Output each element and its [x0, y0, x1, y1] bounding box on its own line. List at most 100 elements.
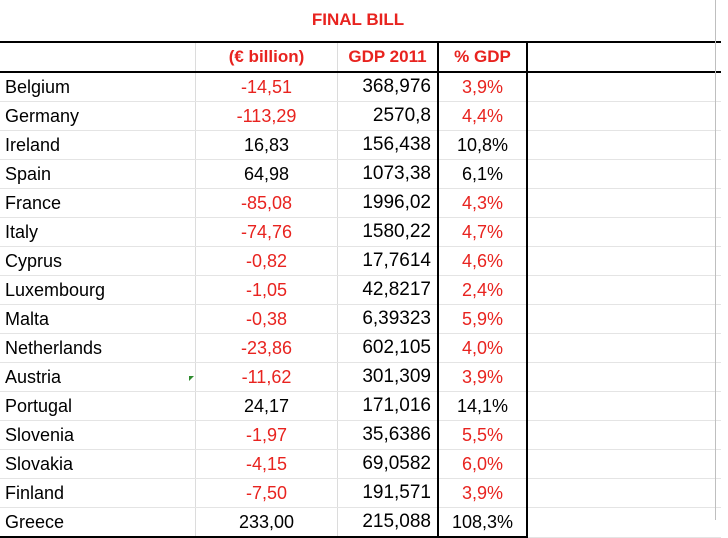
- country-cell[interactable]: Germany: [0, 101, 196, 131]
- bill-cell[interactable]: 16,83: [195, 130, 338, 160]
- bill-cell[interactable]: -23,86: [195, 333, 338, 363]
- table-row: Ireland 16,83 156,438 10,8%: [0, 130, 721, 160]
- empty-cell[interactable]: [527, 72, 721, 102]
- country-cell[interactable]: Luxembourg: [0, 275, 196, 305]
- country-cell[interactable]: Austria: [0, 362, 196, 392]
- header-bill[interactable]: (€ billion): [195, 41, 338, 73]
- bill-cell[interactable]: -113,29: [195, 101, 338, 131]
- header-row: (€ billion) GDP 2011 % GDP: [0, 41, 721, 73]
- table-row: Finland -7,50 191,571 3,9%: [0, 478, 721, 508]
- gdp-cell[interactable]: 42,8217: [337, 275, 439, 305]
- country-cell[interactable]: Italy: [0, 217, 196, 247]
- pct-cell[interactable]: 5,9%: [438, 304, 528, 334]
- header-gdp[interactable]: GDP 2011: [337, 41, 439, 73]
- gdp-cell[interactable]: 69,0582: [337, 449, 439, 479]
- table-row: Italy -74,76 1580,22 4,7%: [0, 217, 721, 247]
- pct-cell[interactable]: 5,5%: [438, 420, 528, 450]
- gdp-cell[interactable]: 191,571: [337, 478, 439, 508]
- title-row: FINAL BILL: [0, 0, 716, 40]
- country-cell[interactable]: Finland: [0, 478, 196, 508]
- gdp-cell[interactable]: 6,39323: [337, 304, 439, 334]
- gdp-cell[interactable]: 368,976: [337, 72, 439, 102]
- table-row: Luxembourg -1,05 42,8217 2,4%: [0, 275, 721, 305]
- country-cell[interactable]: Slovakia: [0, 449, 196, 479]
- pct-cell[interactable]: 14,1%: [438, 391, 528, 421]
- bill-cell[interactable]: -0,38: [195, 304, 338, 334]
- pct-cell[interactable]: 4,0%: [438, 333, 528, 363]
- country-cell[interactable]: Netherlands: [0, 333, 196, 363]
- bill-cell[interactable]: -7,50: [195, 478, 338, 508]
- empty-cell[interactable]: [527, 449, 721, 479]
- empty-cell[interactable]: [527, 478, 721, 508]
- pct-cell[interactable]: 2,4%: [438, 275, 528, 305]
- bill-cell[interactable]: -85,08: [195, 188, 338, 218]
- pct-cell[interactable]: 4,3%: [438, 188, 528, 218]
- gdp-cell[interactable]: 215,088: [337, 507, 439, 538]
- empty-cell[interactable]: [527, 420, 721, 450]
- bill-cell[interactable]: -11,62: [195, 362, 338, 392]
- empty-cell[interactable]: [527, 101, 721, 131]
- country-cell[interactable]: Cyprus: [0, 246, 196, 276]
- pct-cell[interactable]: 6,0%: [438, 449, 528, 479]
- gdp-cell[interactable]: 17,7614: [337, 246, 439, 276]
- pct-cell[interactable]: 4,7%: [438, 217, 528, 247]
- country-cell[interactable]: Ireland: [0, 130, 196, 160]
- pct-cell[interactable]: 10,8%: [438, 130, 528, 160]
- table-row: Spain 64,98 1073,38 6,1%: [0, 159, 721, 189]
- gdp-cell[interactable]: 156,438: [337, 130, 439, 160]
- table-row: Greece 233,00 215,088 108,3%: [0, 507, 721, 538]
- gdp-cell[interactable]: 171,016: [337, 391, 439, 421]
- gdp-cell[interactable]: 602,105: [337, 333, 439, 363]
- bill-cell[interactable]: 24,17: [195, 391, 338, 421]
- empty-cell[interactable]: [527, 130, 721, 160]
- empty-cell[interactable]: [527, 362, 721, 392]
- pct-cell[interactable]: 108,3%: [438, 507, 528, 538]
- country-cell[interactable]: Spain: [0, 159, 196, 189]
- gdp-cell[interactable]: 35,6386: [337, 420, 439, 450]
- empty-cell[interactable]: [527, 275, 721, 305]
- empty-cell[interactable]: [527, 246, 721, 276]
- header-pct[interactable]: % GDP: [438, 41, 528, 73]
- table-row: Slovenia -1,97 35,6386 5,5%: [0, 420, 721, 450]
- empty-cell[interactable]: [527, 304, 721, 334]
- empty-cell[interactable]: [527, 333, 721, 363]
- gdp-cell[interactable]: 1073,38: [337, 159, 439, 189]
- country-cell[interactable]: Slovenia: [0, 420, 196, 450]
- country-cell[interactable]: Belgium: [0, 72, 196, 102]
- country-cell[interactable]: Portugal: [0, 391, 196, 421]
- table-row: Netherlands -23,86 602,105 4,0%: [0, 333, 721, 363]
- empty-cell[interactable]: [527, 217, 721, 247]
- bill-cell[interactable]: -1,05: [195, 275, 338, 305]
- empty-cell[interactable]: [527, 159, 721, 189]
- sheet-right-edge: [715, 0, 716, 520]
- pct-cell[interactable]: 3,9%: [438, 72, 528, 102]
- empty-cell[interactable]: [527, 391, 721, 421]
- pct-cell[interactable]: 4,4%: [438, 101, 528, 131]
- country-cell[interactable]: France: [0, 188, 196, 218]
- bill-cell[interactable]: -0,82: [195, 246, 338, 276]
- gdp-cell[interactable]: 1580,22: [337, 217, 439, 247]
- header-empty-cell[interactable]: [527, 41, 721, 73]
- header-country[interactable]: [0, 41, 196, 73]
- pct-cell[interactable]: 6,1%: [438, 159, 528, 189]
- bill-cell[interactable]: -4,15: [195, 449, 338, 479]
- bill-cell[interactable]: 233,00: [195, 507, 338, 538]
- empty-cell[interactable]: [527, 188, 721, 218]
- sheet-title: FINAL BILL: [311, 10, 405, 29]
- pct-cell[interactable]: 4,6%: [438, 246, 528, 276]
- table-row: Malta -0,38 6,39323 5,9%: [0, 304, 721, 334]
- empty-cell[interactable]: [527, 507, 721, 538]
- gdp-cell[interactable]: 1996,02: [337, 188, 439, 218]
- gdp-cell[interactable]: 301,309: [337, 362, 439, 392]
- pct-cell[interactable]: 3,9%: [438, 362, 528, 392]
- country-cell[interactable]: Greece: [0, 507, 196, 538]
- country-cell[interactable]: Malta: [0, 304, 196, 334]
- bill-cell[interactable]: -74,76: [195, 217, 338, 247]
- bill-cell[interactable]: 64,98: [195, 159, 338, 189]
- gdp-cell[interactable]: 2570,8: [337, 101, 439, 131]
- bill-cell[interactable]: -1,97: [195, 420, 338, 450]
- bill-cell[interactable]: -14,51: [195, 72, 338, 102]
- table-row: France -85,08 1996,02 4,3%: [0, 188, 721, 218]
- table-row: Portugal 24,17 171,016 14,1%: [0, 391, 721, 421]
- pct-cell[interactable]: 3,9%: [438, 478, 528, 508]
